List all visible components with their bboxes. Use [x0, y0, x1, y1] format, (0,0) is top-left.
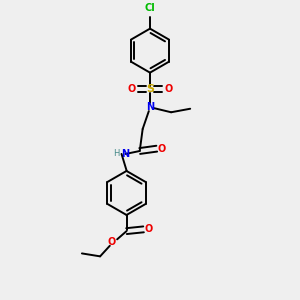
Text: O: O — [107, 237, 116, 247]
Text: O: O — [145, 224, 153, 234]
Text: O: O — [164, 84, 172, 94]
Text: H: H — [113, 149, 119, 158]
Text: N: N — [146, 102, 154, 112]
Text: O: O — [128, 84, 136, 94]
Text: Cl: Cl — [145, 3, 155, 13]
Text: S: S — [146, 84, 154, 94]
Text: O: O — [158, 144, 166, 154]
Text: N: N — [122, 149, 130, 159]
